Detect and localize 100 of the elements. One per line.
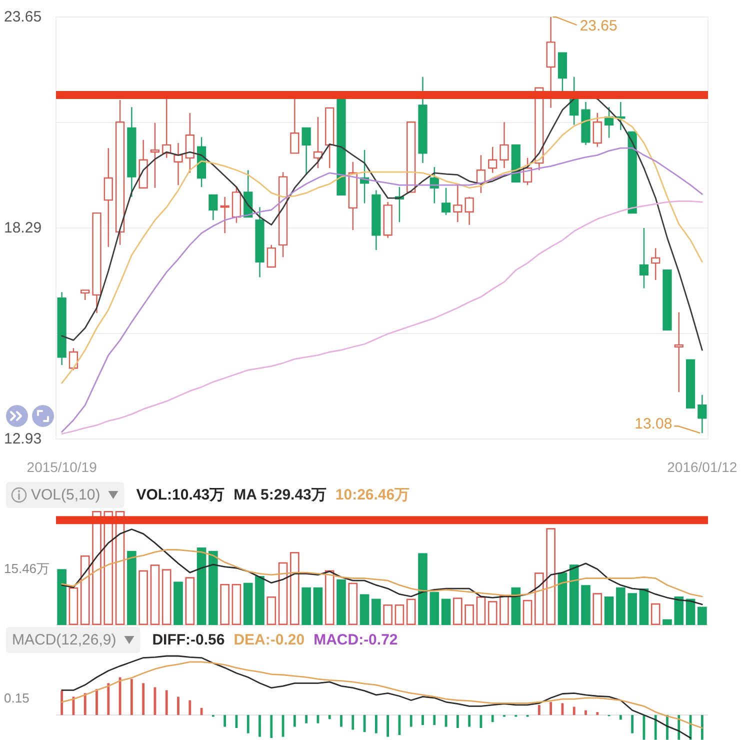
bar	[104, 511, 114, 625]
bar	[313, 587, 323, 625]
text: 10:26.46万	[335, 486, 410, 504]
candlestick	[92, 212, 102, 314]
bar	[662, 619, 672, 625]
bar	[336, 579, 346, 625]
bar	[581, 585, 590, 625]
bar	[441, 598, 451, 625]
bar	[374, 715, 378, 734]
candlestick	[196, 136, 206, 188]
bar	[162, 569, 172, 625]
bar	[196, 547, 206, 625]
bar	[243, 582, 253, 625]
candlestick	[232, 186, 242, 224]
bar	[674, 596, 684, 625]
bar	[686, 598, 696, 625]
candlestick	[220, 196, 230, 234]
y-tick-label: 18.29	[4, 220, 42, 236]
candlestick	[138, 139, 148, 188]
bar	[290, 552, 300, 625]
bar	[68, 587, 78, 625]
candlestick	[302, 127, 311, 176]
bar	[165, 690, 168, 715]
bar	[270, 715, 273, 738]
bar	[619, 715, 622, 720]
bar	[558, 572, 568, 625]
candlestick	[558, 52, 568, 93]
candlestick	[68, 347, 78, 371]
bar	[138, 570, 148, 625]
bar	[511, 587, 521, 625]
candlestick	[639, 227, 649, 289]
candlestick	[278, 172, 288, 258]
text: 15.46万	[4, 561, 50, 576]
bar	[522, 600, 532, 625]
chart-title: MACD(12,26,9)	[12, 632, 116, 648]
bar	[246, 715, 250, 734]
text: MA 5:29.43万	[234, 486, 326, 504]
bar	[650, 603, 660, 625]
bar	[305, 715, 308, 724]
candlestick	[208, 194, 218, 221]
bar	[596, 712, 599, 715]
candlestick	[581, 101, 590, 146]
bar	[177, 696, 180, 715]
bar	[84, 693, 86, 715]
bar	[255, 576, 264, 625]
chart-subtitle: VOL:10.43万	[136, 486, 225, 504]
bar	[430, 592, 440, 625]
candlestick	[336, 97, 346, 196]
line-series	[61, 200, 703, 435]
bar	[324, 570, 334, 625]
y-tick-label: 12.93	[4, 430, 42, 448]
series-label: DIFF:-0.56	[152, 632, 225, 648]
bar	[616, 587, 626, 625]
bar	[266, 596, 276, 625]
bar	[572, 706, 576, 715]
bar	[592, 593, 602, 625]
candlestick	[325, 107, 334, 169]
bar	[348, 582, 358, 625]
candlestick	[662, 270, 672, 331]
bar	[394, 604, 404, 625]
bar	[386, 715, 390, 737]
bar	[60, 690, 64, 715]
candlestick	[500, 122, 509, 169]
candlestick	[80, 290, 90, 301]
bar	[185, 577, 195, 625]
bar	[422, 715, 424, 726]
bar	[92, 511, 102, 625]
bar	[57, 569, 66, 625]
bar	[491, 715, 494, 722]
bar	[453, 598, 462, 625]
bar	[383, 604, 392, 625]
candlestick	[313, 116, 323, 169]
bar	[433, 715, 436, 726]
bar	[628, 593, 637, 625]
candlestick	[174, 142, 183, 186]
candlestick	[686, 359, 696, 408]
bar	[604, 596, 614, 625]
bar	[278, 562, 288, 625]
bar	[220, 584, 230, 625]
bar	[698, 606, 707, 625]
candlestick	[418, 76, 428, 164]
x-tick-label: 2015/10/19	[26, 459, 98, 475]
candlestick	[290, 97, 300, 154]
candlestick	[162, 96, 172, 159]
candlestick	[348, 161, 358, 231]
chart-title: VOL(5,10)	[31, 486, 100, 504]
bar	[174, 582, 183, 625]
bar	[127, 550, 136, 625]
candlestick	[476, 154, 486, 194]
candlestick	[441, 187, 451, 216]
candlestick	[150, 122, 160, 188]
bar	[188, 700, 192, 715]
line-series	[61, 147, 703, 433]
candlestick	[604, 106, 614, 138]
bar	[584, 710, 587, 715]
bar	[80, 555, 90, 625]
bar	[352, 715, 354, 730]
candlestick	[104, 147, 113, 248]
annotation: 23.65	[580, 18, 618, 34]
candlestick	[127, 106, 136, 198]
